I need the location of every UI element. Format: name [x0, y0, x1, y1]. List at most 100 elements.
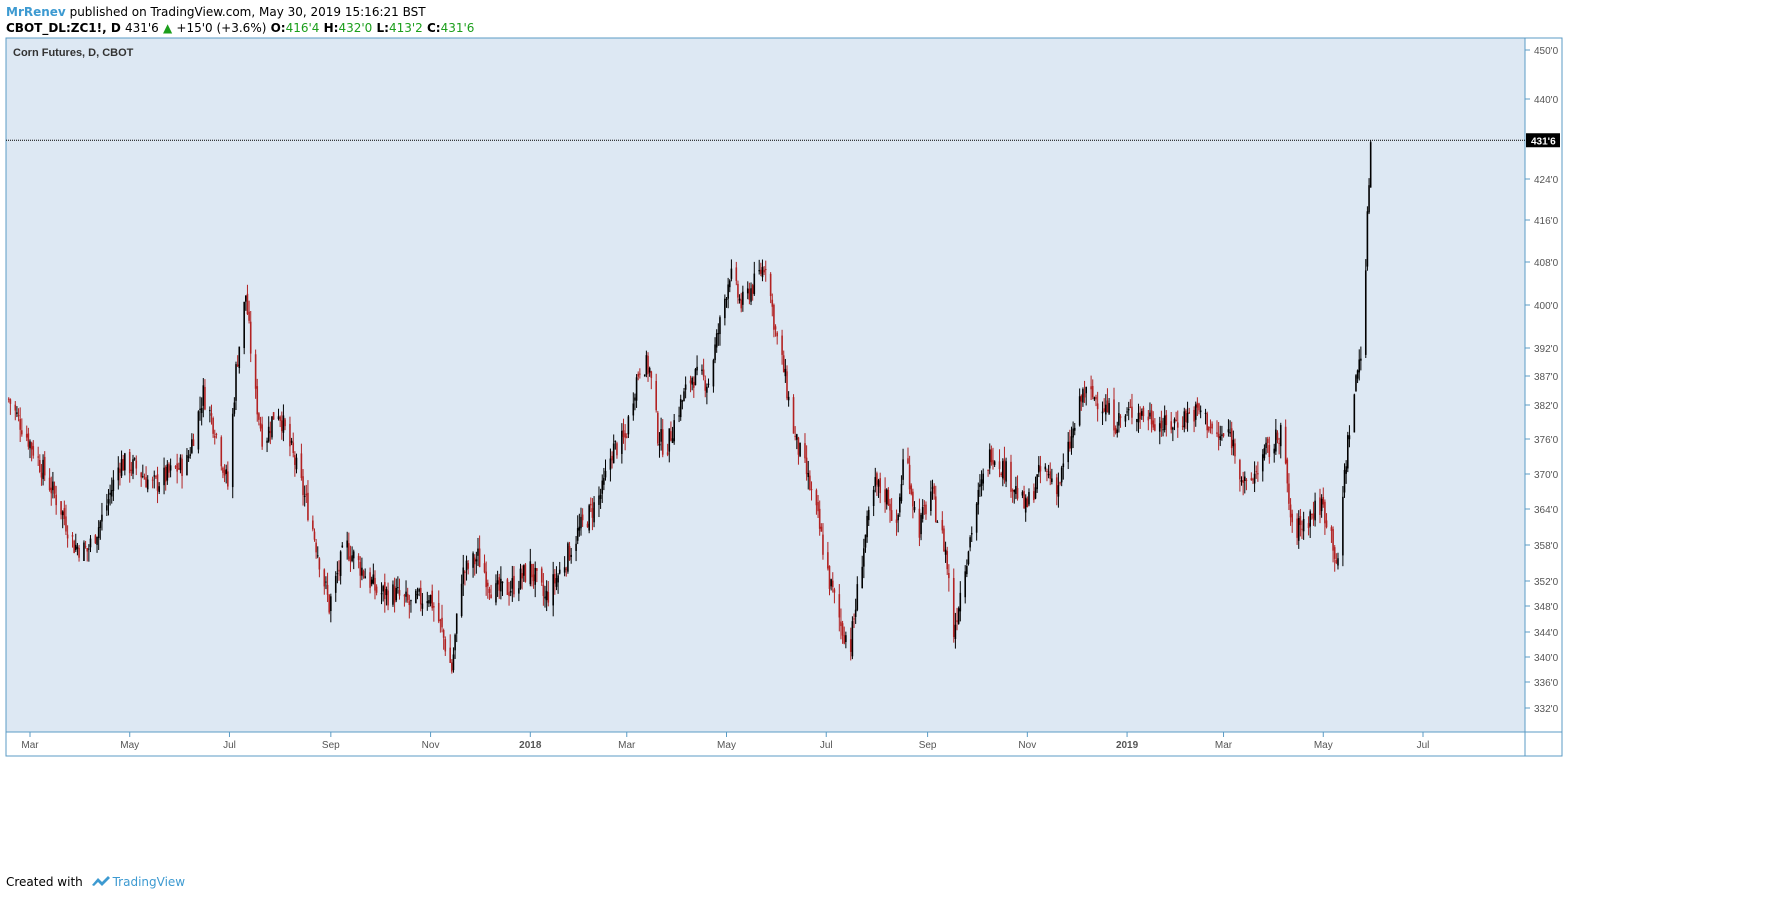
candle-body [531, 563, 533, 578]
candle-body [1059, 482, 1061, 484]
candle-body [1160, 420, 1163, 429]
candle-body [9, 399, 12, 404]
plot-area[interactable] [6, 38, 1525, 732]
candle-body [166, 464, 169, 481]
candle-body [302, 476, 304, 496]
candle-body [1253, 473, 1256, 484]
candle-body [1369, 142, 1372, 188]
candle-body [828, 565, 831, 589]
candle-body [146, 479, 149, 490]
candle-body [7, 398, 10, 400]
candle-body [1033, 491, 1035, 501]
candle-body [1175, 419, 1177, 422]
open-label: O: [270, 21, 286, 35]
y-tick-label: 440'0 [1534, 95, 1559, 106]
candle-body [639, 373, 641, 375]
candle-body [1044, 466, 1047, 470]
candle-body [843, 635, 846, 644]
candle-body [612, 443, 615, 464]
candle-body [1003, 459, 1006, 481]
candle-body [506, 579, 509, 595]
candle-body [197, 411, 200, 450]
candle-body [189, 454, 192, 457]
candle-body [74, 544, 77, 550]
candle-body [545, 590, 548, 601]
candle-body [1091, 385, 1094, 398]
candle-body [397, 587, 399, 589]
candle-body [603, 477, 605, 485]
candle-body [866, 515, 868, 538]
price-axis[interactable]: 450'0 440'0 424'0 416'0 408'0 400'0 392'0 387'0… [1525, 46, 1559, 715]
candle-body [982, 473, 984, 484]
tradingview-logo-icon[interactable] [91, 875, 111, 891]
candle-body [820, 526, 823, 532]
candle-body [336, 573, 339, 575]
x-tick-label: Jul [223, 740, 236, 751]
candle-body [1181, 425, 1184, 427]
high-value: 432'0 [338, 21, 373, 35]
candle-body [153, 475, 156, 477]
close-label: C: [426, 21, 441, 35]
candle-body [277, 416, 280, 420]
candle-body [1221, 434, 1223, 436]
candle-body [899, 497, 901, 513]
candle-body [1319, 497, 1321, 515]
time-axis[interactable]: Mar May Jul Sep Nov 2018 Mar May Jul Sep Nov 2019 Ma… [21, 732, 1429, 751]
candle-body [382, 586, 384, 592]
candle-body [403, 595, 406, 597]
candle-body [581, 514, 584, 521]
candle-body [223, 470, 226, 476]
candle-body [209, 410, 211, 412]
candle-body [683, 391, 685, 402]
candle-body [14, 404, 17, 411]
candle-body [1147, 416, 1150, 421]
candle-body [1333, 547, 1336, 559]
candle-body [362, 571, 365, 577]
candle-body [39, 460, 41, 472]
candle-body [176, 463, 178, 472]
candle-body [593, 502, 595, 523]
candle-body [728, 280, 731, 288]
candle-body [771, 299, 774, 307]
tradingview-brand-link[interactable]: TradingView [112, 875, 186, 889]
candle-body [776, 332, 778, 337]
candle-body [1131, 406, 1133, 418]
candle-body [254, 354, 257, 389]
candle-body [1265, 442, 1267, 448]
candle-body [385, 589, 388, 596]
candle-body [215, 433, 218, 435]
candle-body [437, 603, 440, 622]
candle-body [32, 446, 35, 456]
candle-body [854, 609, 857, 617]
candle-body [902, 459, 904, 480]
candle-body [923, 505, 926, 507]
candle-body [145, 477, 147, 488]
candle-body [1080, 395, 1083, 402]
candle-body [248, 311, 250, 321]
author-link[interactable]: MrRenev [6, 5, 66, 19]
candles-group [7, 140, 1372, 674]
candle-body [313, 531, 316, 540]
candle-body [415, 590, 417, 604]
candle-body [428, 600, 430, 604]
candle-body [1234, 443, 1236, 457]
candle-body [210, 413, 213, 416]
candle-body [361, 567, 363, 576]
candle-body [323, 569, 326, 587]
candle-body [383, 582, 386, 600]
candle-body [292, 442, 295, 453]
candle-body [1188, 412, 1190, 414]
candle-body [867, 509, 870, 521]
candle-body [598, 495, 600, 505]
candle-body [1051, 478, 1053, 482]
candle-body [442, 630, 445, 638]
candle-body [918, 508, 921, 538]
candle-body [71, 535, 74, 537]
candle-body [431, 590, 434, 609]
candle-body [599, 494, 602, 500]
candle-body [635, 377, 638, 401]
candle-body [1034, 487, 1037, 499]
candle-body [931, 487, 934, 489]
